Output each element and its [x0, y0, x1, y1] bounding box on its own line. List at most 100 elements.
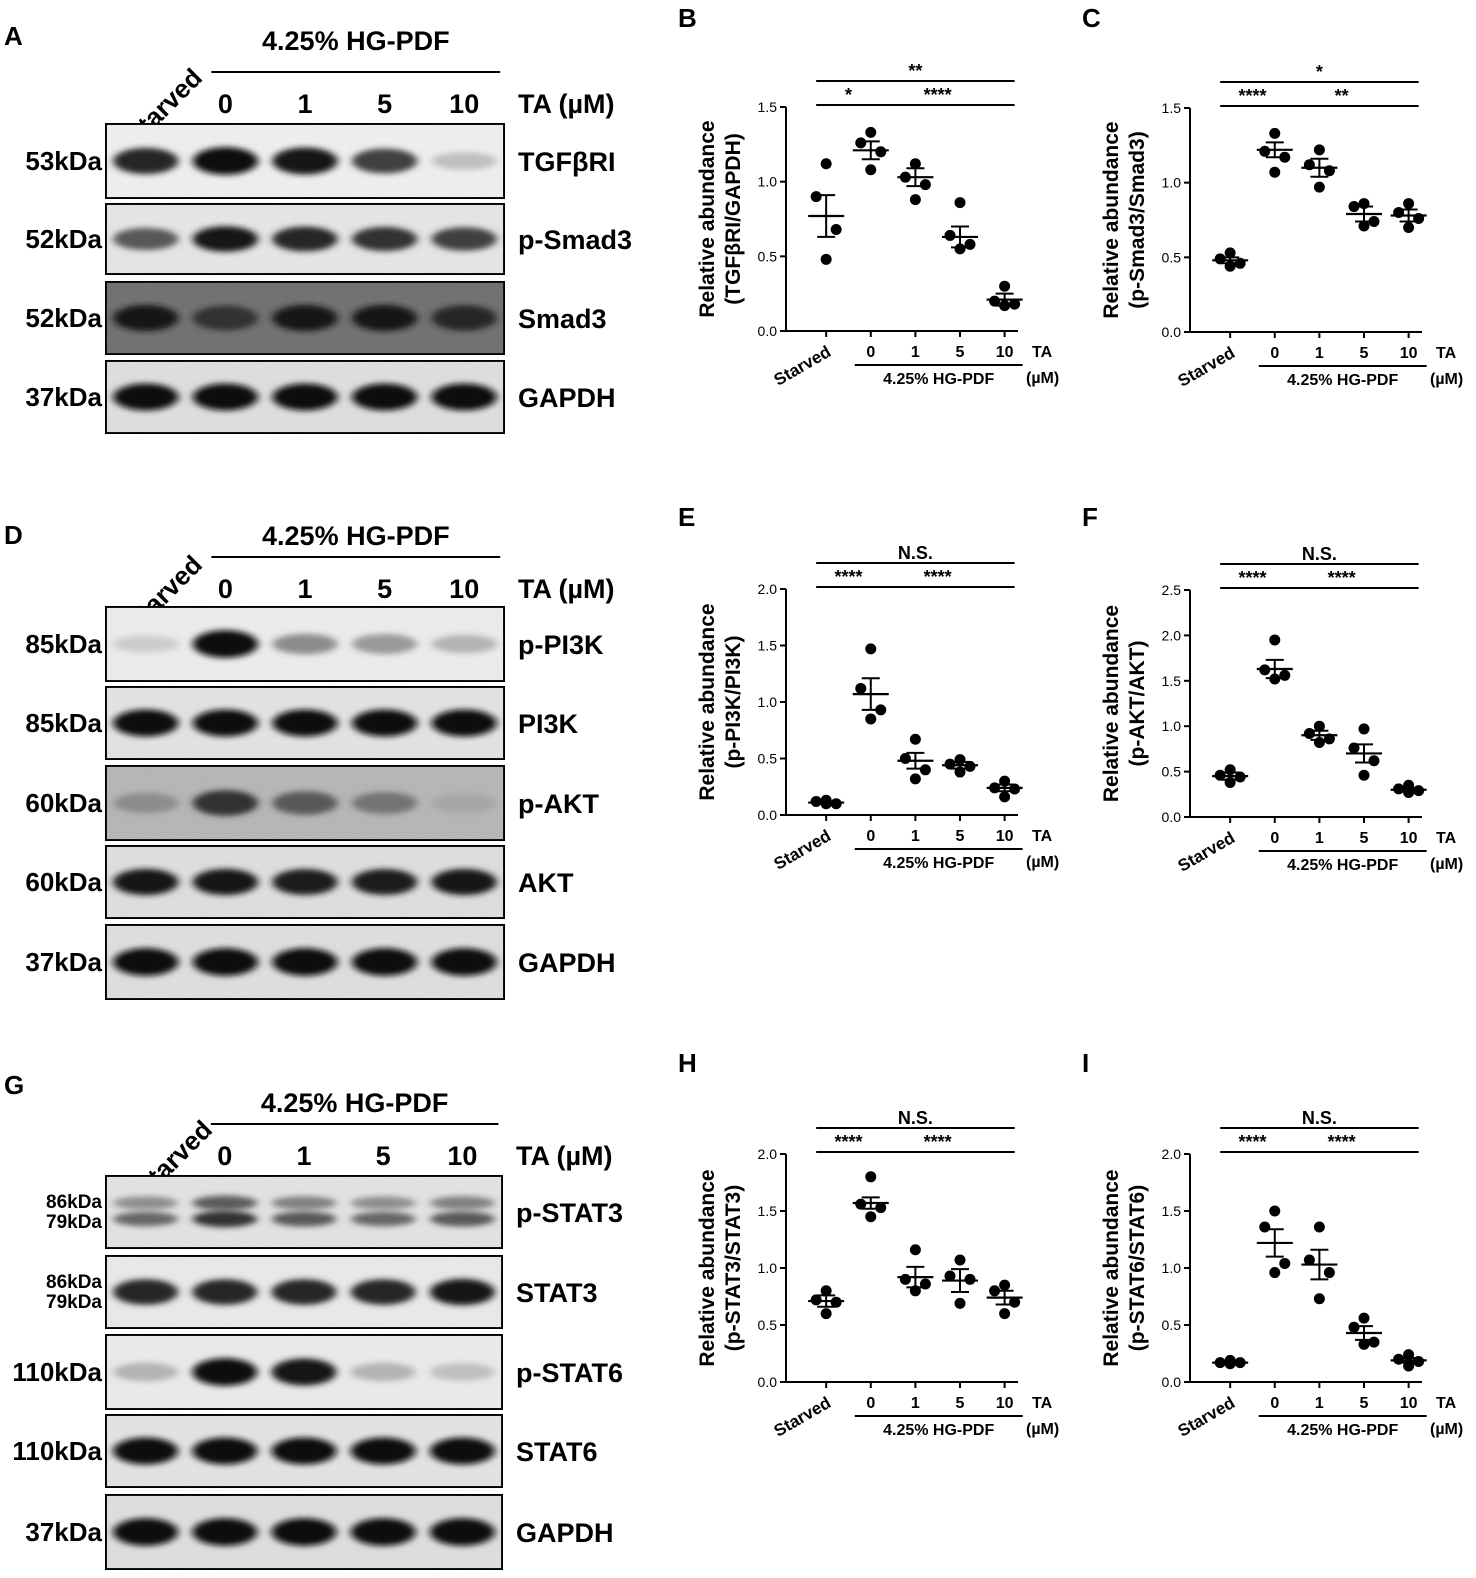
data-point: [999, 1308, 1011, 1320]
group-label: 4.25% HG-PDF: [883, 371, 994, 388]
y-axis-label: (TGFβRI/GAPDH): [722, 133, 745, 304]
data-point: [1313, 181, 1325, 193]
mw-label: 110kDa: [12, 1436, 102, 1466]
data-point: [1358, 1312, 1370, 1324]
mw-label: 37kDa: [25, 382, 102, 412]
blot-row-tgf-ri: 53kDa TGFβRI: [25, 123, 615, 199]
blot-row-gapdh: 37kDa GAPDH: [25, 924, 616, 1000]
y-axis-label: Relative abundance: [696, 603, 719, 800]
y-tick-label: 0.5: [1162, 764, 1182, 780]
mw-label: 37kDa: [25, 947, 102, 977]
panel-letter: I: [1082, 1048, 1089, 1078]
y-axis-label: (p-STAT3/STAT3): [722, 1185, 745, 1351]
chart-panel-e: E 0.0 0.5 1.0 1.5 2.0 Relative abundance (p-PI3…: [678, 502, 1059, 873]
ta-unit-label: (µM): [1430, 371, 1463, 388]
blot-row-akt: 60kDa AKT: [25, 845, 574, 919]
x-tick-label: Starved: [771, 1393, 835, 1441]
mw-label: 60kDa: [25, 788, 102, 818]
panel-letter: D: [4, 520, 23, 550]
data-point: [865, 643, 877, 655]
blot-band: [351, 148, 418, 174]
y-tick-label: 1.5: [1162, 100, 1182, 116]
data-point: [999, 791, 1011, 803]
data-point: [1358, 1338, 1370, 1350]
blot-band: [113, 792, 179, 814]
significance-label: ****: [834, 567, 862, 587]
data-point: [820, 1308, 832, 1320]
blot-band: [431, 227, 497, 251]
blot-band: [271, 1518, 337, 1546]
y-tick-label: 1.5: [758, 638, 778, 654]
significance-label: ****: [834, 1132, 862, 1152]
data-point: [989, 1285, 1001, 1297]
y-tick-label: 1.0: [758, 174, 778, 190]
protein-label: GAPDH: [518, 948, 616, 978]
data-point: [1403, 221, 1415, 233]
x-tick-label: 5: [956, 1395, 965, 1412]
mw-label: 86kDa: [46, 1272, 102, 1293]
blot-band: [192, 1195, 258, 1211]
blot-band: [272, 147, 338, 175]
mw-label: 79kDa: [46, 1292, 102, 1313]
protein-label: AKT: [518, 868, 574, 898]
x-tick-label: 10: [996, 828, 1014, 845]
group-label: 4.25% HG-PDF: [1287, 857, 1398, 874]
blot-band: [113, 1279, 179, 1305]
x-tick-label: 5: [956, 344, 965, 361]
blot-band: [431, 383, 497, 411]
x-tick-label: 10: [1400, 1395, 1418, 1412]
blot-band: [431, 152, 497, 170]
chart-panel-h: H 0.0 0.5 1.0 1.5 2.0 Relative abundance (p-STA…: [678, 1048, 1059, 1440]
data-point: [1358, 769, 1370, 781]
data-point: [1323, 1267, 1335, 1279]
dose-label: 10: [447, 1141, 477, 1171]
blot-band: [271, 1196, 337, 1210]
y-tick-label: 1.0: [758, 1260, 778, 1276]
blot-band: [192, 147, 259, 175]
blot-band: [113, 635, 179, 653]
data-point: [855, 137, 867, 149]
blot-band: [350, 1437, 416, 1465]
x-tick-label: 10: [996, 1395, 1014, 1412]
blot-band: [429, 1196, 495, 1210]
data-point: [875, 1202, 887, 1214]
significance-label: ****: [924, 85, 952, 105]
blot-band: [272, 226, 338, 252]
x-tick-label: Starved: [1175, 828, 1239, 876]
blot-band: [431, 305, 497, 331]
blot-band: [429, 1437, 495, 1465]
protein-label: Smad3: [518, 304, 607, 334]
mw-label: 53kDa: [25, 146, 102, 176]
protein-label: TGFβRI: [518, 147, 615, 177]
protein-label: STAT3: [516, 1278, 598, 1308]
data-point: [909, 1244, 921, 1256]
y-axis-label: Relative abundance: [696, 120, 719, 317]
dose-label: 5: [377, 89, 392, 119]
data-point: [1348, 1321, 1360, 1333]
ta-unit-label: TA (µM): [516, 1141, 613, 1171]
dose-label: 10: [449, 89, 479, 119]
ta-unit-label: (µM): [1026, 854, 1059, 871]
blot-row-gapdh: 37kDa GAPDH: [25, 360, 616, 434]
blot-band: [272, 709, 338, 737]
data-point: [1303, 1254, 1315, 1266]
y-tick-label: 0.0: [758, 807, 778, 823]
data-point: [865, 713, 877, 725]
y-tick-label: 1.5: [1162, 673, 1182, 689]
data-point: [855, 1198, 867, 1210]
data-point: [1269, 634, 1281, 646]
significance-label: **: [908, 61, 922, 81]
significance-label: ****: [1328, 568, 1356, 588]
panel-letter: A: [4, 21, 23, 51]
chart-panel-f: F 0.0 0.5 1.0 1.5 2.0 2.5 Relative abundance (p-…: [1082, 502, 1463, 875]
x-tick-label: 0: [866, 1395, 875, 1412]
chart-panel-c: C 0.0 0.5 1.0 1.5 Relative abundance (p-Smad3/…: [1082, 3, 1463, 390]
data-point: [909, 194, 921, 206]
protein-label: p-PI3K: [518, 630, 604, 660]
data-point: [1303, 727, 1315, 739]
blot-band: [192, 630, 259, 658]
blot-band: [113, 227, 179, 251]
data-point: [1269, 1267, 1281, 1279]
